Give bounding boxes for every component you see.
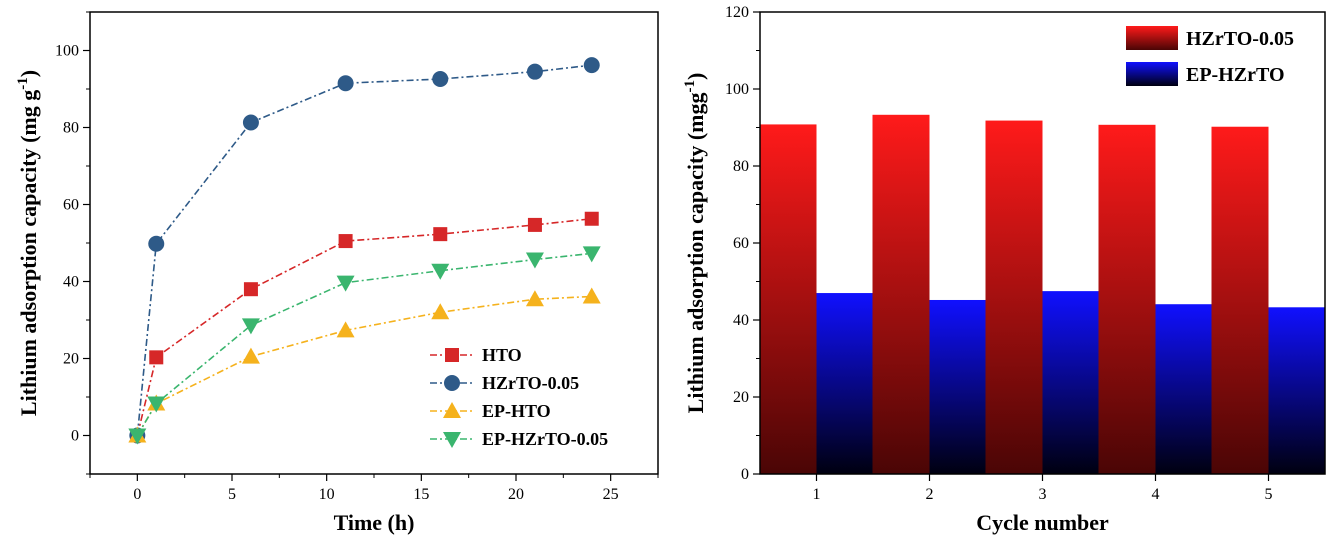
bar-ep-hzrto-cycle-1 <box>816 293 874 474</box>
right-y-tick-label: 0 <box>741 466 749 483</box>
data-point-ep-hto <box>431 303 450 320</box>
data-point-hto <box>527 217 542 232</box>
data-point-ep-hto <box>241 347 260 364</box>
left-x-tick-label: 5 <box>228 486 236 503</box>
data-point-hto <box>149 350 164 365</box>
data-point-hzrto-0-05 <box>432 70 449 87</box>
cycle-stability-chart: 1 2 3 4 5 0 20 40 60 80 100 120 HZrTO-0.05 EP-HZrTO… <box>682 4 1326 535</box>
data-point-hto <box>584 211 599 226</box>
bar-ep-hzrto-cycle-4 <box>1155 304 1213 474</box>
left-y-axis-label-sup: -1 <box>15 77 31 90</box>
left-y-axis-label-tail: ) <box>16 70 41 77</box>
data-point-ep-hzrto-0-05 <box>582 246 601 263</box>
legend-label-ep-hzrto-0-05: EP-HZrTO-0.05 <box>482 429 608 449</box>
left-y-tick-label: 100 <box>55 43 79 60</box>
left-y-tick-label: 80 <box>63 120 79 137</box>
legend-marker-ep-hzrto-0-05 <box>443 432 461 448</box>
right-y-tick-label: 40 <box>733 312 749 329</box>
left-x-tick-label: 10 <box>319 486 335 503</box>
left-y-tick-label: 40 <box>63 274 79 291</box>
data-point-hto <box>243 282 258 297</box>
right-y-tick-label: 60 <box>733 235 749 252</box>
right-x-tick-label: 3 <box>1039 486 1047 503</box>
left-plot-frame <box>89 11 659 475</box>
bar-hzrto-0-05-cycle-4 <box>1098 124 1156 475</box>
data-point-ep-hzrto-0-05 <box>336 275 355 292</box>
adsorption-kinetics-chart: 0 5 10 15 20 25 0 20 40 60 80 100 HTO HZrTO-0.05 EP-… <box>15 11 659 535</box>
bar-hzrto-0-05-cycle-3 <box>985 120 1043 474</box>
right-x-tick-label: 1 <box>813 486 821 503</box>
legend-marker-hzrto-0-05 <box>444 375 460 391</box>
data-point-hzrto-0-05 <box>526 63 543 80</box>
left-legend: HTO HZrTO-0.05 EP-HTO EP-HZrTO-0.05 <box>430 345 608 449</box>
data-point-ep-hzrto-0-05 <box>525 252 544 269</box>
right-y-axis-label-sup: -1 <box>682 80 698 93</box>
right-x-tick-label: 5 <box>1265 486 1273 503</box>
left-x-axis-label: Time (h) <box>334 510 415 535</box>
bar-ep-hzrto-cycle-5 <box>1268 307 1326 474</box>
right-x-axis: 1 2 3 4 5 <box>813 474 1273 503</box>
legend-swatch-hzrto-0-05 <box>1126 26 1178 50</box>
data-point-hzrto-0-05 <box>337 75 354 92</box>
data-point-ep-hto <box>582 287 601 304</box>
data-point-hzrto-0-05 <box>583 57 600 74</box>
data-point-hto <box>338 234 353 249</box>
right-x-tick-label: 4 <box>1152 486 1160 503</box>
bar-hzrto-0-05-cycle-2 <box>872 114 930 475</box>
left-x-tick-label: 25 <box>603 486 619 503</box>
left-x-tick-label: 20 <box>508 486 524 503</box>
data-point-ep-hzrto-0-05 <box>128 428 147 445</box>
right-y-tick-label: 100 <box>725 81 749 98</box>
data-point-ep-hzrto-0-05 <box>147 396 166 413</box>
bar-hzrto-0-05-cycle-1 <box>759 124 817 475</box>
left-y-tick-label: 0 <box>71 428 79 445</box>
right-y-axis: 0 20 40 60 80 100 120 <box>725 4 760 483</box>
left-x-axis: 0 5 10 15 20 25 <box>89 474 659 503</box>
right-x-axis-label: Cycle number <box>976 510 1109 535</box>
left-x-tick-label: 15 <box>413 486 429 503</box>
legend-label-hto: HTO <box>482 345 522 365</box>
legend-label-hzrto-0-05: HZrTO-0.05 <box>482 373 579 393</box>
data-point-ep-hto <box>336 321 355 338</box>
right-y-axis-label: Lithium adsorption capacity (mgg-1) <box>682 73 708 414</box>
left-y-axis-label-main: Lithium adsorption capacity (mg g <box>16 90 41 416</box>
left-y-axis: 0 20 40 60 80 100 <box>55 11 90 475</box>
left-y-tick-label: 20 <box>63 351 79 368</box>
data-point-ep-hto <box>525 290 544 307</box>
right-y-axis-label-tail: ) <box>683 73 708 80</box>
left-x-tick-label: 0 <box>133 486 141 503</box>
right-y-tick-label: 80 <box>733 158 749 175</box>
right-x-tick-label: 2 <box>926 486 934 503</box>
data-point-ep-hzrto-0-05 <box>241 318 260 335</box>
bar-hzrto-0-05-cycle-5 <box>1211 126 1269 474</box>
left-y-axis-label: Lithium adsorption capacity (mg g-1) <box>15 70 41 416</box>
left-series-markers <box>128 57 601 445</box>
legend-label-ep-hzrto: EP-HZrTO <box>1186 64 1285 86</box>
bar-ep-hzrto-cycle-2 <box>929 299 987 474</box>
data-point-hzrto-0-05 <box>242 114 259 131</box>
right-bars <box>759 114 1326 475</box>
left-y-tick-label: 60 <box>63 197 79 214</box>
right-y-tick-label: 120 <box>725 4 749 21</box>
legend-marker-ep-hto <box>443 402 461 418</box>
data-point-hzrto-0-05 <box>148 235 165 252</box>
right-legend: HZrTO-0.05 EP-HZrTO <box>1126 26 1294 86</box>
data-point-hto <box>433 227 448 242</box>
right-y-tick-label: 20 <box>733 389 749 406</box>
legend-label-ep-hto: EP-HTO <box>482 401 551 421</box>
legend-swatch-ep-hzrto <box>1126 62 1178 86</box>
right-y-axis-label-main: Lithium adsorption capacity (mgg <box>683 92 708 413</box>
bar-ep-hzrto-cycle-3 <box>1042 291 1100 474</box>
data-point-ep-hzrto-0-05 <box>431 263 450 280</box>
legend-label-hzrto-0-05: HZrTO-0.05 <box>1186 28 1294 50</box>
legend-marker-hto <box>445 348 459 362</box>
